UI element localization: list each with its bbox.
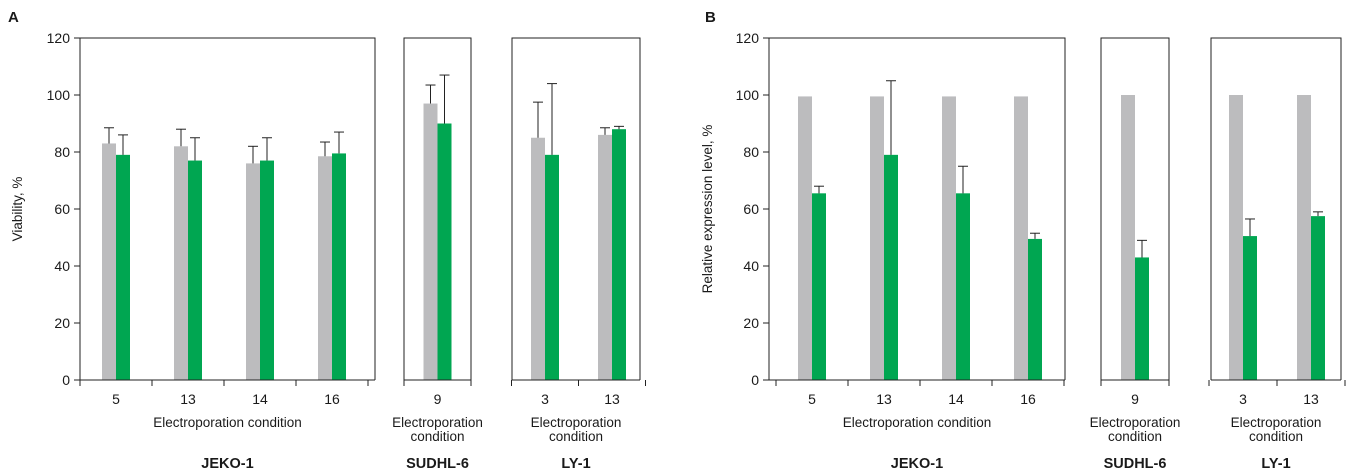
bar bbox=[884, 154, 898, 380]
subplot-frame bbox=[1100, 37, 1170, 380]
y-tick-label: 100 bbox=[47, 87, 71, 103]
subplot-frame bbox=[1210, 37, 1342, 380]
y-tick-label: 120 bbox=[47, 30, 71, 46]
x-axis-title: Electroporation bbox=[531, 415, 622, 430]
x-tick-label: 13 bbox=[180, 391, 196, 407]
y-tick-label: 20 bbox=[54, 315, 70, 331]
x-tick-label: 3 bbox=[541, 391, 549, 407]
cell-line-label: SUDHL-6 bbox=[406, 456, 469, 472]
x-axis-title: condition bbox=[410, 429, 464, 444]
cell-line-label: LY-1 bbox=[561, 456, 590, 472]
bar bbox=[1229, 95, 1243, 380]
bar bbox=[116, 154, 130, 380]
x-axis-title: condition bbox=[1108, 429, 1162, 444]
bar bbox=[598, 134, 612, 380]
bar bbox=[1311, 216, 1325, 380]
y-tick-label: 0 bbox=[62, 372, 70, 388]
x-tick-label: 14 bbox=[948, 391, 964, 407]
bar bbox=[870, 96, 884, 381]
x-tick-label: 13 bbox=[1303, 391, 1319, 407]
y-tick-label: 40 bbox=[743, 258, 759, 274]
bar bbox=[812, 193, 826, 380]
x-tick-label: 5 bbox=[112, 391, 120, 407]
x-tick-label: 16 bbox=[324, 391, 340, 407]
y-axis-title: Relative expression level, % bbox=[700, 125, 715, 294]
bar bbox=[260, 160, 274, 380]
y-tick-label: 80 bbox=[54, 144, 70, 160]
bar bbox=[332, 153, 346, 380]
panel-A: A 0 20 40 60 80 100 120 Viability, % 5 13 14 16 Elect… bbox=[8, 9, 646, 472]
bar bbox=[423, 103, 438, 381]
subplot-jeko-1: 5 13 14 16 Electroporation condition JEKO-1 bbox=[768, 37, 1066, 472]
bar bbox=[612, 129, 626, 380]
bar bbox=[1121, 95, 1135, 380]
bar bbox=[318, 156, 332, 380]
x-axis-title: condition bbox=[549, 429, 603, 444]
x-axis-title: Electroporation condition bbox=[153, 415, 302, 430]
y-tick-label: 20 bbox=[743, 315, 759, 331]
bar bbox=[174, 146, 188, 380]
bar bbox=[1028, 238, 1042, 380]
cell-line-label: SUDHL-6 bbox=[1104, 456, 1167, 472]
bar bbox=[246, 163, 260, 380]
bar bbox=[942, 96, 956, 381]
y-tick-label: 40 bbox=[54, 258, 70, 274]
y-tick-label: 120 bbox=[736, 30, 760, 46]
x-tick-label: 3 bbox=[1239, 391, 1247, 407]
y-tick-label: 100 bbox=[736, 87, 760, 103]
y-tick-label: 60 bbox=[54, 201, 70, 217]
bar bbox=[798, 96, 812, 381]
panel-label: A bbox=[8, 9, 19, 26]
panel-B: B 0 20 40 60 80 100 120 Relative expression leve… bbox=[700, 9, 1346, 472]
cell-line-label: JEKO-1 bbox=[201, 456, 253, 472]
y-tick-label: 60 bbox=[743, 201, 759, 217]
cell-line-label: LY-1 bbox=[1261, 456, 1290, 472]
x-axis-title: Electroporation bbox=[392, 415, 483, 430]
subplot-frame bbox=[511, 37, 641, 380]
y-axis-title: Viability, % bbox=[10, 177, 25, 242]
bar bbox=[1014, 96, 1028, 381]
x-tick-label: 16 bbox=[1020, 391, 1036, 407]
x-tick-label: 14 bbox=[252, 391, 268, 407]
subplot-frame bbox=[403, 37, 472, 380]
bar bbox=[1135, 257, 1149, 380]
bar bbox=[437, 123, 452, 380]
x-axis-title: Electroporation bbox=[1090, 415, 1181, 430]
bar bbox=[531, 137, 545, 380]
bar bbox=[545, 154, 559, 380]
cell-line-label: JEKO-1 bbox=[891, 456, 943, 472]
x-tick-label: 9 bbox=[434, 391, 442, 407]
y-tick-label: 0 bbox=[751, 372, 759, 388]
bar bbox=[188, 160, 202, 380]
x-tick-label: 13 bbox=[604, 391, 620, 407]
y-tick-label: 80 bbox=[743, 144, 759, 160]
subplot-jeko-1: 5 13 14 16 Electroporation condition JEKO-1 bbox=[79, 37, 376, 472]
x-axis-title: Electroporation bbox=[1231, 415, 1322, 430]
bar bbox=[102, 143, 116, 380]
bar bbox=[956, 193, 970, 380]
panel-label: B bbox=[705, 9, 716, 26]
subplot-frame bbox=[79, 37, 376, 380]
subplot-frame bbox=[768, 37, 1066, 380]
x-tick-label: 9 bbox=[1131, 391, 1139, 407]
x-tick-label: 13 bbox=[876, 391, 892, 407]
bar bbox=[1297, 95, 1311, 380]
x-tick-label: 5 bbox=[808, 391, 816, 407]
x-axis-title: condition bbox=[1249, 429, 1303, 444]
x-axis-title: Electroporation condition bbox=[843, 415, 992, 430]
bar bbox=[1243, 236, 1257, 380]
